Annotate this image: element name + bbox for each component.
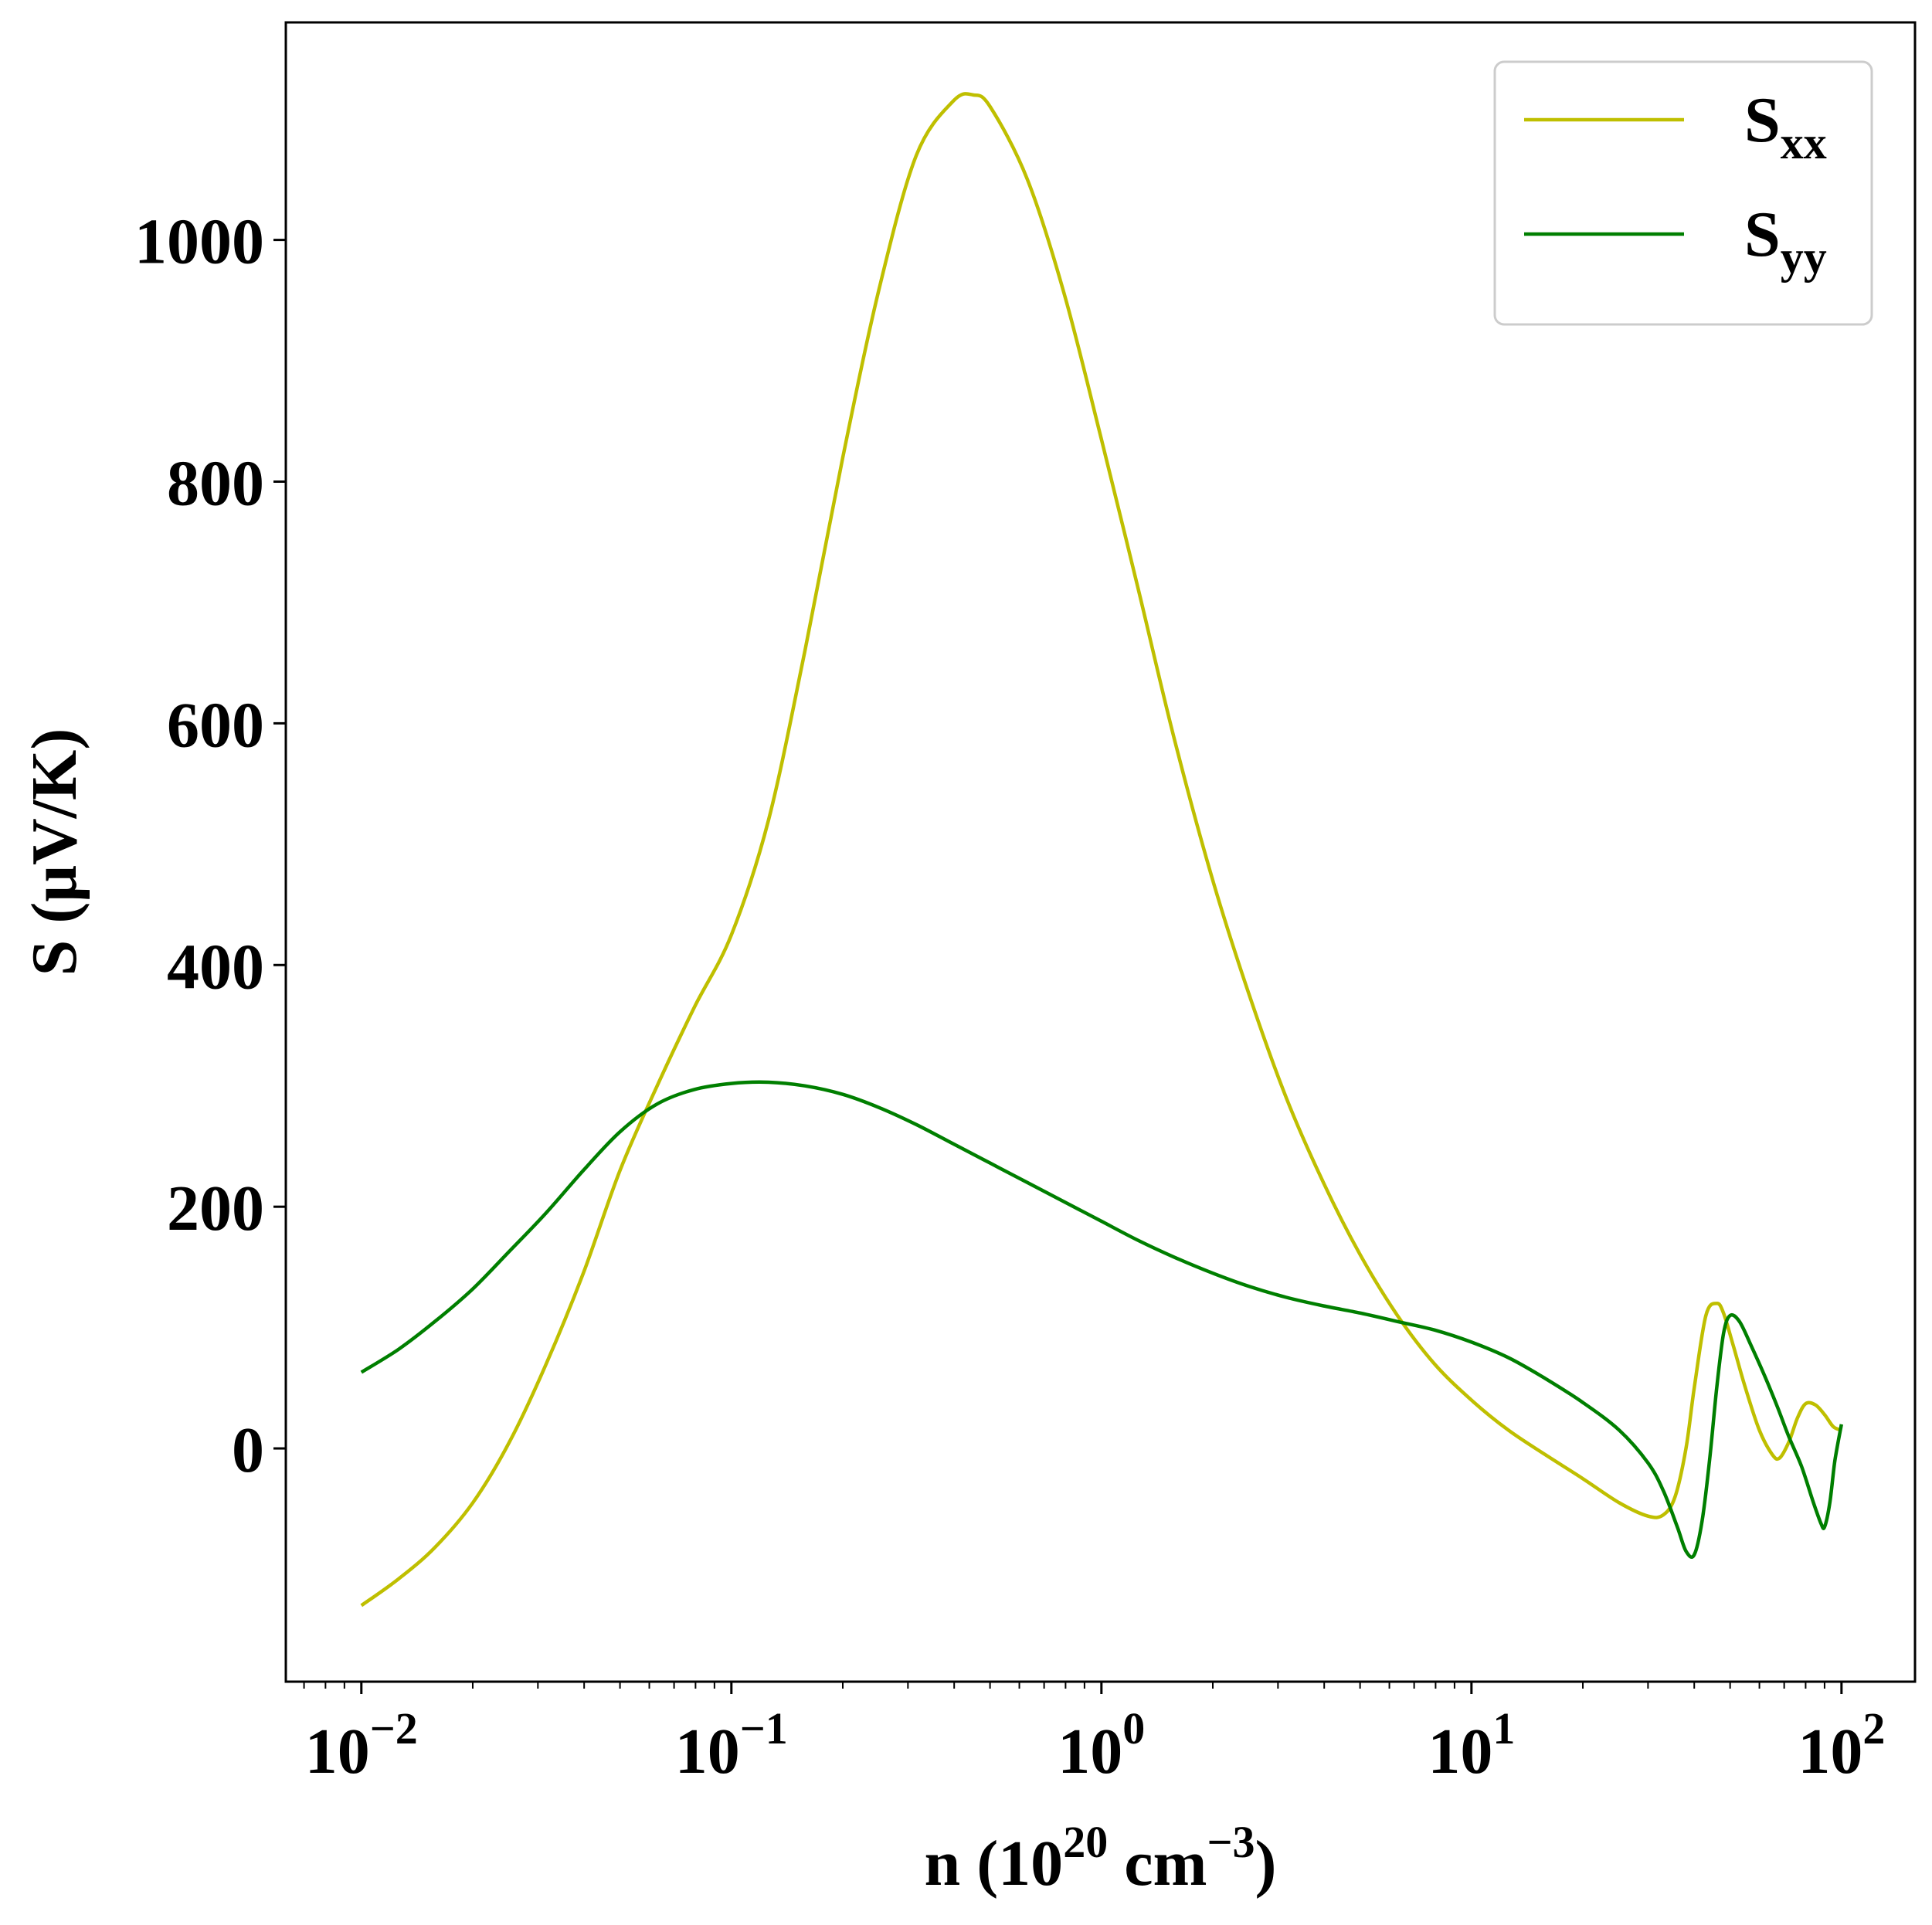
x-axis: 10−2 10−1 100 101 102 — [303, 1682, 1885, 1788]
x-tick-label: 102 — [1798, 1703, 1885, 1788]
x-label-mid: cm — [1108, 1828, 1207, 1900]
series-line-syy — [360, 1080, 1844, 1559]
y-tick-label: 600 — [167, 689, 264, 761]
x-label-post: ) — [1255, 1828, 1277, 1900]
legend-box — [1493, 60, 1873, 326]
series-line-sxx — [360, 92, 1842, 1608]
y-axis-label: S (μV/K) — [19, 728, 90, 976]
y-tick-label: 800 — [167, 447, 264, 519]
x-label-exp1: 20 — [1063, 1817, 1108, 1867]
x-tick-label: 10−1 — [675, 1703, 788, 1788]
y-tick-label: 1000 — [134, 206, 264, 278]
x-tick-label: 100 — [1058, 1703, 1145, 1788]
y-tick-label: 0 — [232, 1414, 264, 1486]
x-label-exp2: −3 — [1207, 1817, 1255, 1867]
y-tick-label: 200 — [167, 1173, 264, 1244]
series-layer — [360, 92, 1844, 1608]
legend-entry-label: Sxx — [1744, 84, 1827, 168]
x-axis-label: n (1020 cm−3) — [924, 1817, 1276, 1900]
x-tick-label: 10−2 — [305, 1703, 418, 1788]
legend: Sxx Syy — [1493, 60, 1873, 326]
x-label-pre: n (10 — [924, 1828, 1063, 1900]
y-axis: 0 200 400 600 800 1000 — [134, 206, 286, 1486]
x-tick-label: 101 — [1428, 1703, 1515, 1788]
legend-entry-label: Syy — [1744, 199, 1827, 283]
y-tick-label: 400 — [167, 931, 264, 1003]
